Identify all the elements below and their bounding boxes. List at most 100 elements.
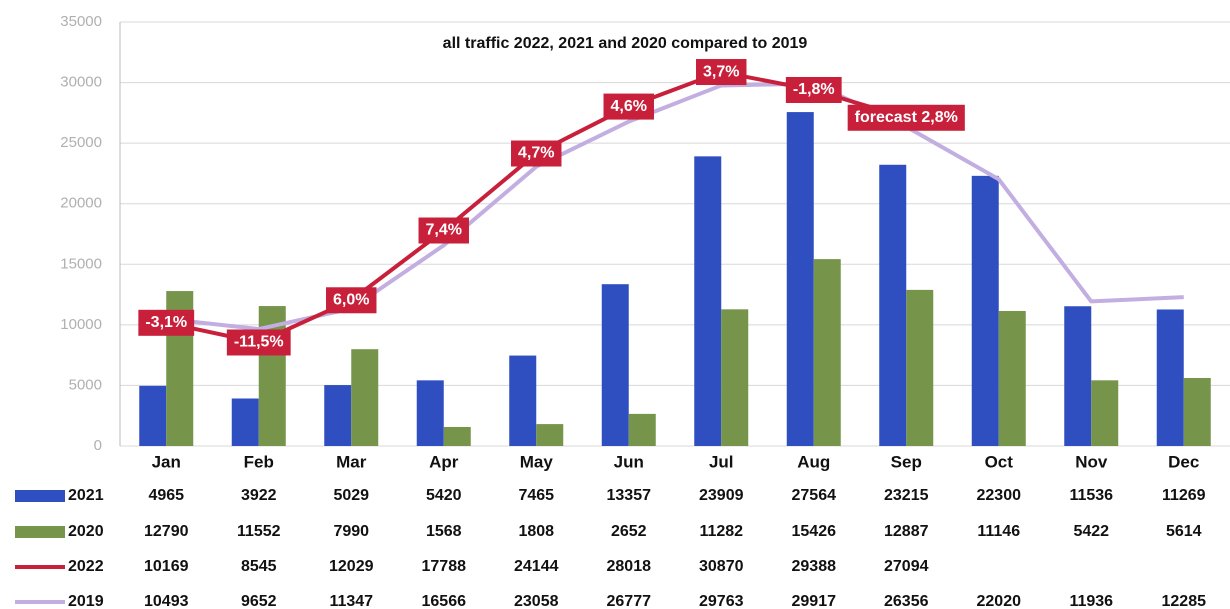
y-tick-label: 15000 [60,255,102,272]
table-cell: 10169 [144,558,189,575]
point-label: -3,1% [138,309,195,336]
table-cell: 8545 [241,558,277,575]
bar [601,284,629,446]
y-tick-label: 25000 [60,134,102,151]
table-cell: 28018 [607,558,652,575]
point-label-text: -1,8% [793,81,835,98]
table-cell: 13357 [607,487,652,504]
table-cell: 23909 [699,487,744,504]
table-cell: 26356 [884,593,929,609]
point-label: 3,7% [696,59,747,86]
bar [416,380,444,446]
bar [139,385,167,446]
table-cell: 22300 [977,487,1022,504]
table-cell: 11936 [1069,593,1113,609]
chart-title: all traffic 2022, 2021 and 2020 compared… [443,35,808,52]
table-cell: 11552 [237,523,281,540]
bar [1156,309,1184,446]
point-label: -11,5% [226,329,291,356]
y-tick-label: 5000 [69,376,102,393]
y-tick-label: 20000 [60,195,102,212]
table-cell: 29388 [792,558,837,575]
point-label: 6,0% [326,287,377,314]
point-label-text: 4,7% [518,145,554,162]
table-cell: 10493 [144,593,189,609]
table-cell: 17788 [422,558,467,575]
legend-label: 2019 [68,593,104,609]
table-cell: 27564 [792,487,837,504]
table-cell: 23215 [884,487,929,504]
bar [509,355,537,446]
x-tick-label: Nov [1075,452,1108,471]
table-cell: 12887 [884,523,929,540]
legend-label: 2020 [68,523,104,540]
table-cell: 16566 [422,593,467,609]
table-cell: 5422 [1073,523,1109,540]
point-label-box [418,217,469,244]
table-cell: 12790 [144,523,189,540]
line [166,81,1184,332]
bar [1091,380,1119,446]
x-tick-label: May [520,452,554,471]
bar [813,259,841,446]
point-label-text: -3,1% [145,314,187,331]
point-label-text: 4,6% [611,98,647,115]
table-cell: 11269 [1162,487,1206,504]
table-cell: 1808 [518,523,554,540]
point-label: forecast 2,8% [847,104,965,131]
table-cell: 22020 [977,593,1022,609]
y-tick-label: 35000 [60,13,102,30]
x-tick-label: Jan [152,452,181,471]
table-cell: 5420 [426,487,462,504]
table-cell: 29917 [792,593,837,609]
legend-label: 2022 [68,558,104,575]
x-tick-label: Apr [429,452,459,471]
bar [443,427,471,446]
point-label: 4,6% [603,93,654,120]
x-tick-label: Feb [244,452,274,471]
point-label-box [226,329,291,356]
bar [694,156,722,446]
bar [536,424,564,446]
table-cell: 7990 [333,523,369,540]
point-label-box [847,104,965,131]
x-tick-label: Dec [1168,452,1199,471]
x-tick-label: Mar [336,452,367,471]
y-tick-label: 0 [94,437,102,454]
legend-swatch [15,526,65,538]
table-cell: 5029 [333,487,369,504]
point-label-box [696,59,747,86]
x-tick-label: Jun [614,452,644,471]
legend-label: 2021 [68,487,104,504]
x-tick-label: Jul [709,452,734,471]
table-cell: 30870 [699,558,744,575]
x-tick-label: Aug [797,452,830,471]
point-label-box [785,76,842,103]
point-label-box [138,309,195,336]
bar [998,310,1026,446]
table-cell: 11536 [1069,487,1113,504]
bar [786,112,814,447]
bar [971,175,999,446]
table-cell: 23058 [514,593,559,609]
table-cell: 9652 [241,593,277,609]
point-label: 7,4% [418,217,469,244]
table-cell: 11146 [977,523,1020,540]
point-label-box [511,140,562,167]
table-cell: 11347 [329,593,373,609]
point-label-box [603,93,654,120]
table-cell: 4965 [148,487,184,504]
table-cell: 11282 [699,523,743,540]
point-label-text: 3,7% [703,63,739,80]
point-label-box [326,287,377,314]
point-label-text: 7,4% [426,222,462,239]
table-cell: 3922 [241,487,277,504]
bar [906,289,934,446]
table-cell: 12029 [329,558,374,575]
y-tick-label: 10000 [60,316,102,333]
table-cell: 5614 [1166,523,1202,540]
x-tick-label: Oct [985,452,1014,471]
table-cell: 29763 [699,593,744,609]
x-tick-label: Sep [891,452,922,471]
